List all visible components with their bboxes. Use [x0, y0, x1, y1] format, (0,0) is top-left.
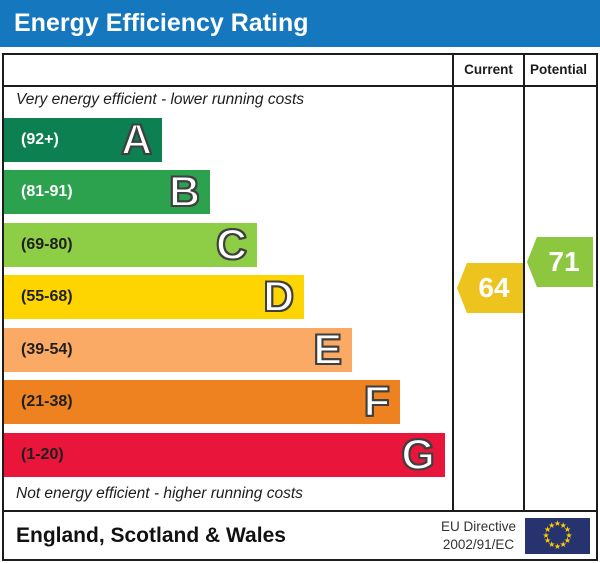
rating-table: Current Potential Very energy efficient … — [2, 53, 598, 561]
eu-star-icon: ★ — [548, 540, 556, 550]
band-range-label: (81-91) — [21, 183, 73, 200]
eu-star-icon: ★ — [543, 536, 552, 546]
efficiency-scale: Very energy efficient - lower running co… — [4, 87, 452, 510]
efficiency-note-top: Very energy efficient - lower running co… — [16, 91, 305, 108]
eu-directive-line2: 2002/91/EC — [442, 536, 515, 552]
page-title: Energy Efficiency Rating — [14, 9, 309, 37]
band-range-label: (55-68) — [21, 288, 73, 305]
eu-star-icon: ★ — [563, 536, 572, 546]
eu-star-icon: ★ — [542, 530, 550, 540]
potential-rating-marker: 71 — [527, 237, 593, 287]
eu-star-icon: ★ — [553, 542, 562, 551]
band-row-a: (92+) A — [4, 116, 163, 164]
region-label: England, Scotland & Wales — [16, 523, 286, 547]
potential-column: 71 — [523, 87, 593, 510]
band-row-b: (81-91) B — [4, 168, 211, 216]
table-main-row: Very energy efficient - lower running co… — [4, 87, 596, 512]
band-range-label: (92+) — [21, 131, 59, 148]
eu-star-icon: ★ — [559, 540, 567, 550]
eu-directive-line1: EU Directive — [440, 518, 516, 534]
eu-flag-icon: ★ ★ ★ ★ ★ ★ ★ ★ ★ ★ ★ ★ — [525, 517, 590, 554]
band-range-label: (69-80) — [21, 236, 73, 253]
band-letter: A — [120, 116, 153, 164]
band-row-d: (55-68) D — [4, 273, 305, 321]
eu-directive-label: EU Directive 2002/91/EC — [441, 518, 516, 553]
band-range-label: (21-38) — [21, 393, 73, 410]
band-row-c: (69-80) C — [4, 221, 258, 269]
eu-star-icon: ★ — [565, 530, 573, 540]
column-header-current: Current — [452, 55, 523, 85]
band-letter: G — [400, 431, 435, 479]
potential-rating-value: 71 — [548, 246, 580, 277]
current-column: 64 — [452, 87, 523, 510]
title-banner: Energy Efficiency Rating — [0, 0, 600, 47]
current-rating-marker: 64 — [457, 263, 523, 313]
eu-star-icon: ★ — [548, 520, 556, 530]
eu-star-icon: ★ — [559, 520, 567, 530]
eu-star-icon: ★ — [543, 524, 552, 534]
band-letter: F — [363, 378, 391, 426]
band-letter: E — [312, 326, 343, 374]
band-letter: B — [168, 168, 201, 216]
column-header-potential: Potential — [523, 55, 592, 85]
eu-star-icon: ★ — [563, 524, 572, 534]
band-row-e: (39-54) E — [4, 326, 353, 374]
table-header-row: Current Potential — [4, 55, 596, 87]
band-row-f: (21-38) F — [4, 378, 401, 426]
eu-star-icon: ★ — [553, 519, 562, 528]
table-footer-row: England, Scotland & Wales EU Directive 2… — [4, 512, 596, 559]
band-row-g: (1-20) G — [4, 431, 445, 479]
current-rating-value: 64 — [478, 272, 510, 303]
band-range-label: (39-54) — [21, 341, 73, 358]
band-letter: D — [262, 273, 295, 321]
header-spacer — [4, 55, 452, 85]
band-range-label: (1-20) — [21, 446, 64, 463]
band-letter: C — [215, 221, 248, 269]
efficiency-note-bottom: Not energy efficient - higher running co… — [16, 485, 303, 502]
